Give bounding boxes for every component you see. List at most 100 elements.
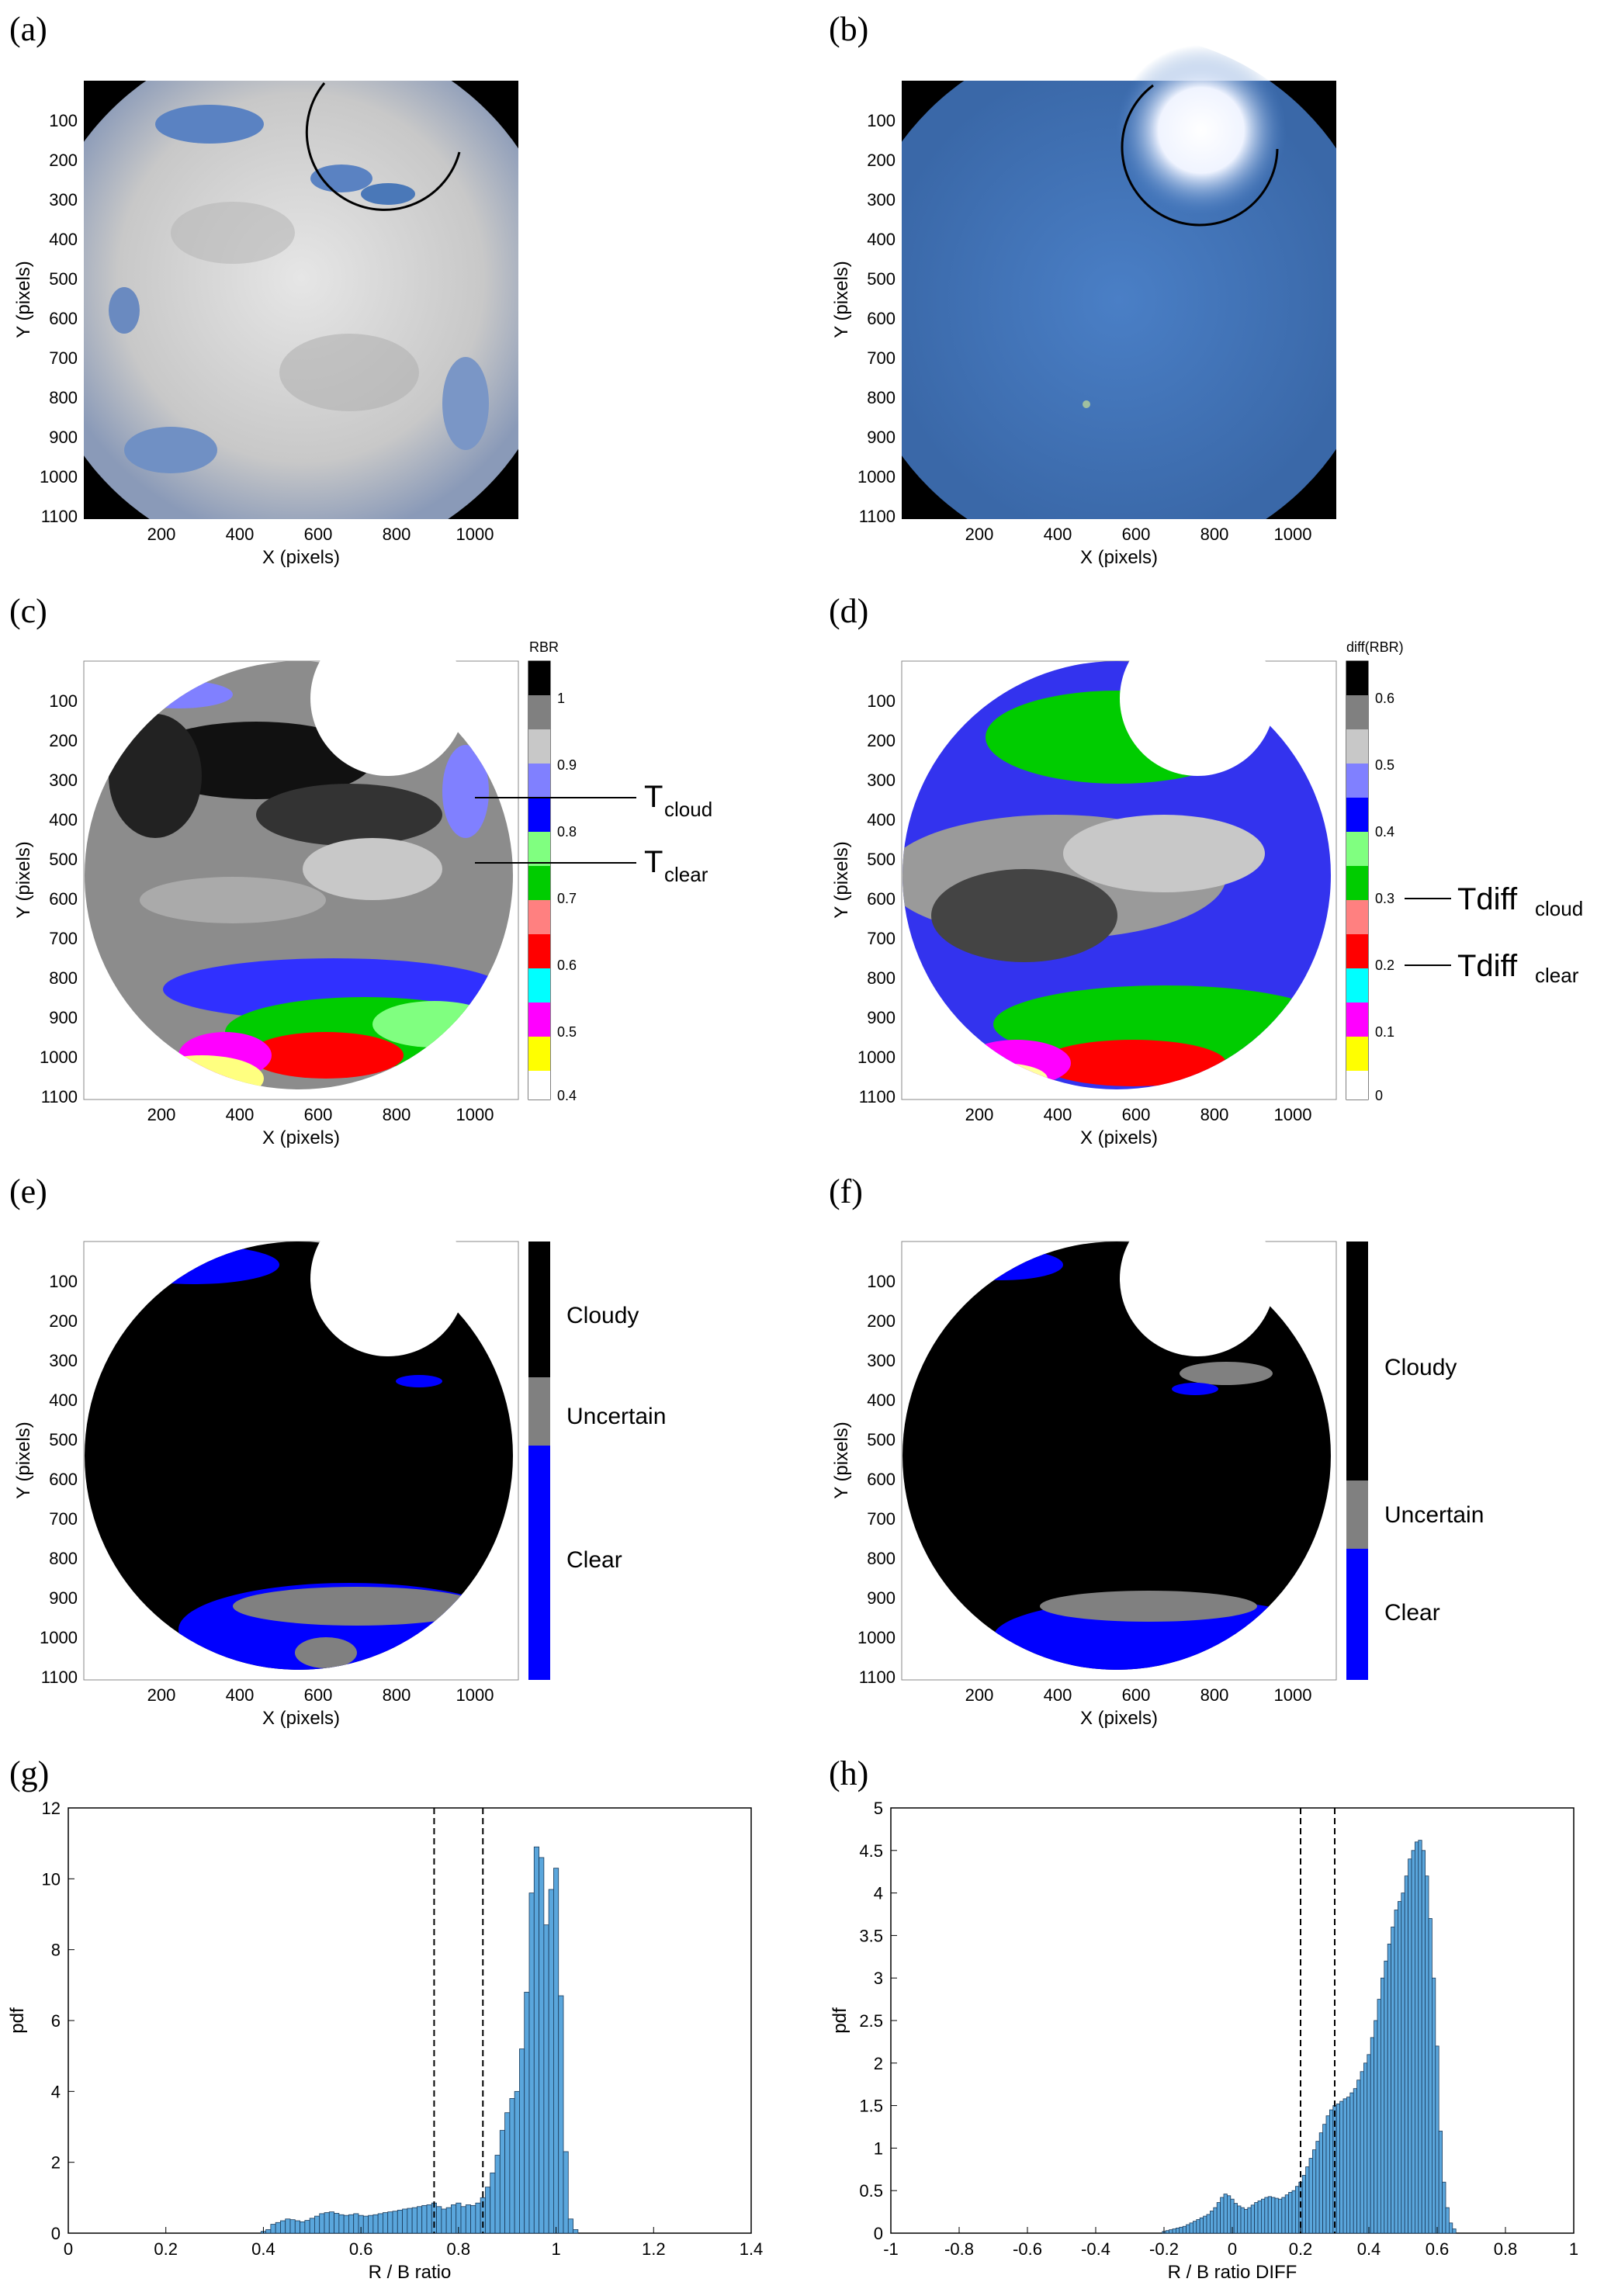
ytick: 400 — [867, 810, 896, 829]
histogram-bar — [485, 2187, 491, 2234]
xtick: 1000 — [456, 1685, 494, 1705]
class-label-clear: Clear — [566, 1547, 622, 1573]
histogram-bar — [509, 2098, 515, 2234]
histogram-bar — [1408, 1858, 1412, 2234]
histogram-rbr-diff: -1 -0.8 -0.6 -0.4 -0.2 0 0.2 0.4 0.6 0.8 1 0 0.5 1 1.5… — [830, 1799, 1578, 2283]
histogram-bar — [1339, 2100, 1344, 2234]
tdiff-cloud-label: Tdiff — [1457, 882, 1518, 916]
ytick-label: 4 — [874, 1884, 883, 1903]
histogram-bar — [1216, 2202, 1221, 2234]
ytick: 400 — [49, 230, 78, 249]
ytick: 400 — [867, 230, 896, 249]
y-axis-label-c: Y (pixels) — [13, 841, 34, 919]
histogram-bar — [553, 1868, 559, 2234]
histogram-bar — [528, 1893, 535, 2234]
histogram-bar — [1233, 2203, 1238, 2234]
colorbar-swatch — [1346, 764, 1368, 798]
histogram-bar — [1391, 1927, 1395, 2234]
x-ticks-d: 200 400 600 800 1000 — [965, 1105, 1312, 1124]
xtick: 1000 — [456, 1105, 494, 1124]
xtick: 200 — [965, 1105, 994, 1124]
histogram-bar — [328, 2211, 334, 2234]
histogram-bar — [1374, 2020, 1378, 2234]
ytick: 700 — [49, 1509, 78, 1529]
y-axis-label-d: Y (pixels) — [831, 841, 852, 919]
sky-photo-b — [902, 45, 1336, 519]
ytick: 500 — [49, 1430, 78, 1449]
histogram-bar — [1418, 1840, 1422, 2234]
histogram-bar — [1254, 2202, 1259, 2234]
colorbar-swatch — [528, 866, 550, 900]
panel-label-f: (f) — [829, 1172, 863, 1210]
histogram-bar — [1305, 2166, 1310, 2234]
histogram-bar — [1281, 2197, 1286, 2234]
ytick: 600 — [867, 309, 896, 328]
histogram-bar — [451, 2204, 457, 2234]
histogram-bar — [558, 1995, 564, 2234]
xtick: 200 — [147, 525, 176, 544]
xtick-label: 1 — [551, 2239, 560, 2259]
xtick-label: 0.8 — [447, 2239, 471, 2259]
histogram-bar — [1301, 2175, 1306, 2234]
ytick: 400 — [867, 1390, 896, 1410]
xtick: 1000 — [456, 525, 494, 544]
histogram-bar — [1172, 2228, 1176, 2234]
xtick: 800 — [383, 1105, 411, 1124]
x-axis-label-e: X (pixels) — [262, 1708, 340, 1729]
histogram-bar — [465, 2204, 471, 2234]
histogram-bar — [270, 2224, 276, 2234]
ytick: 400 — [49, 810, 78, 829]
histogram-bar — [324, 2212, 330, 2234]
colorbar-swatch — [528, 764, 550, 798]
ytick: 300 — [867, 771, 896, 790]
histogram-bar — [353, 2213, 359, 2234]
xtick: 200 — [147, 1105, 176, 1124]
xtick-label: -0.2 — [1149, 2239, 1179, 2259]
ytick: 100 — [49, 1272, 78, 1291]
panel-label-d: (d) — [829, 592, 868, 630]
ytick-label: 2 — [874, 2054, 883, 2073]
histogram-bar — [426, 2204, 432, 2234]
ytick: 200 — [49, 151, 78, 170]
sun-mask-f — [1120, 1201, 1275, 1356]
ytick: 1000 — [857, 1628, 896, 1647]
xtick: 400 — [226, 525, 255, 544]
histogram-bar — [1452, 2228, 1457, 2234]
histogram-bar — [1384, 1960, 1388, 2234]
x-axis-label: R / B ratio DIFF — [1168, 2262, 1297, 2283]
histogram-bar — [1421, 1850, 1426, 2234]
xtick: 800 — [383, 525, 411, 544]
panel-label-a: (a) — [9, 10, 47, 48]
ytick-label: 4 — [51, 2082, 61, 2101]
x-axis-label-f: X (pixels) — [1080, 1708, 1158, 1729]
ytick: 200 — [49, 1311, 78, 1331]
histogram-bar — [573, 2229, 579, 2234]
histogram-bar — [1449, 2222, 1453, 2234]
colorbar-label: 0.6 — [1375, 691, 1394, 706]
colorbar-swatch — [528, 1071, 550, 1100]
histogram-bar — [1432, 1977, 1436, 2234]
histogram-bar — [475, 2202, 481, 2234]
histogram-bar — [519, 2048, 525, 2234]
ytick: 600 — [867, 1470, 896, 1489]
xtick: 800 — [1200, 1105, 1229, 1124]
colorbar-swatch — [528, 1037, 550, 1071]
histogram-bar — [1428, 1918, 1433, 2234]
colorbar-label: 0 — [1375, 1088, 1383, 1103]
histogram-bar — [421, 2204, 428, 2234]
colorbar-swatch — [1346, 729, 1368, 764]
xtick: 400 — [1044, 1105, 1072, 1124]
histogram-bar — [1346, 2097, 1351, 2234]
histogram-bar — [1196, 2219, 1200, 2234]
xtick-label: 0.4 — [251, 2239, 275, 2259]
panel-f: (f) Cloudy Uncertain Clear 200 400 600 8… — [829, 1172, 1484, 1729]
tdiff-clear-label: Tdiff — [1457, 949, 1518, 983]
xtick: 400 — [1044, 525, 1072, 544]
colorbar-swatch — [1346, 1242, 1368, 1480]
colorbar-label: 0.5 — [557, 1024, 577, 1040]
histogram-bar — [334, 2213, 340, 2234]
histogram-bar — [1291, 2190, 1296, 2234]
ytick: 500 — [867, 1430, 896, 1449]
histogram-bar — [1315, 2141, 1320, 2234]
